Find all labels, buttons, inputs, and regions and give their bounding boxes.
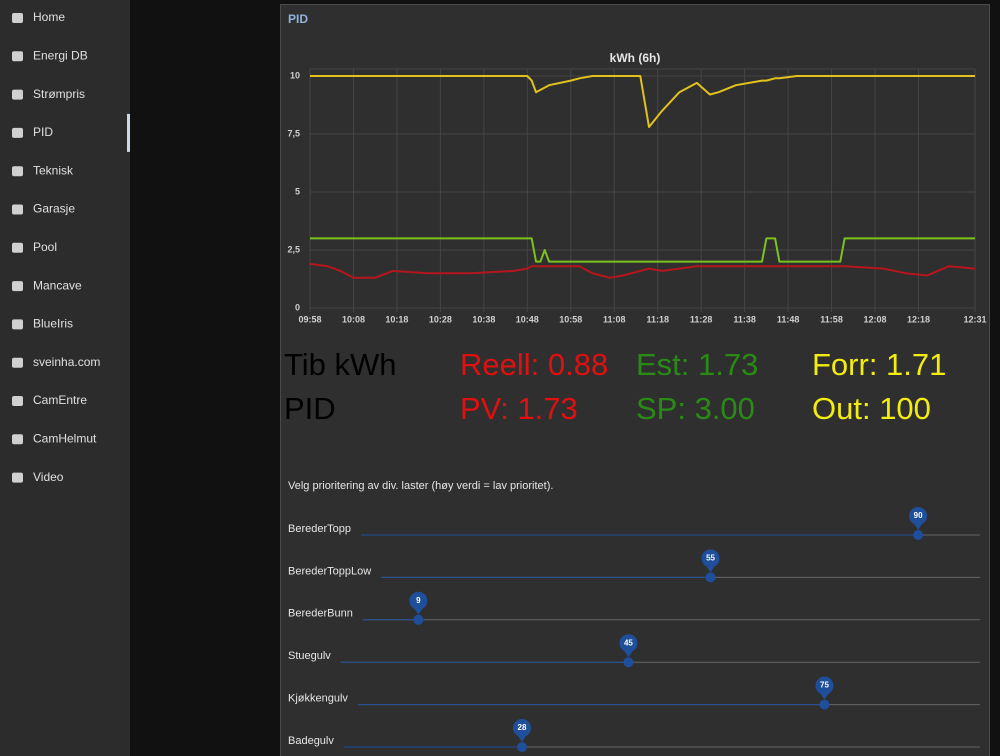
y-tick-label: 0 (295, 302, 300, 312)
menu-label: Strømpris (33, 87, 85, 101)
slider-value: 45 (624, 638, 633, 647)
menu-icon (12, 357, 23, 368)
x-tick-label: 11:08 (603, 314, 626, 324)
slider-value: 9 (416, 596, 421, 605)
x-tick-label: 11:48 (777, 314, 800, 324)
menu-label: CamHelmut (33, 431, 97, 445)
slider-pin-head (815, 676, 834, 695)
y-tick-label: 5 (295, 186, 300, 196)
x-tick-label: 11:38 (733, 314, 756, 324)
menu-label: Teknisk (33, 163, 74, 177)
menu-label: BlueIris (33, 317, 73, 331)
menu-icon (12, 89, 23, 100)
series-line (310, 75, 975, 128)
menu-icon (12, 434, 23, 445)
menu-label: Mancave (33, 278, 82, 292)
slider-value: 90 (914, 511, 923, 520)
menu-icon (12, 127, 23, 138)
slider-pin-head (512, 719, 531, 737)
slider-thumb[interactable] (516, 742, 527, 752)
slider-thumb[interactable] (623, 657, 634, 668)
series-line (309, 262, 976, 279)
menu-icon (12, 166, 23, 177)
readout: Reell: 0.88 (460, 347, 608, 382)
menu-icon (12, 51, 23, 62)
chart-title: kWh (6h) (610, 51, 661, 65)
x-tick-label: 11:18 (646, 314, 669, 324)
menu-label: Energi DB (33, 48, 88, 62)
slider-label: BerederTopp (288, 523, 351, 535)
slider-label: Badegulv (288, 735, 334, 747)
x-tick-label: 11:28 (690, 314, 713, 324)
slider-value: 75 (820, 681, 829, 690)
menu-label: Video (33, 470, 64, 484)
x-tick-label: 10:58 (559, 314, 582, 324)
slider-value: 55 (706, 554, 715, 563)
slider-pin-head (619, 634, 638, 653)
menu-label: CamEntre (33, 393, 87, 407)
x-tick-label: 10:38 (472, 314, 495, 324)
series-line (310, 237, 975, 263)
menu-icon (12, 13, 23, 23)
readout: PID (284, 391, 336, 426)
slider-instructions: Velg prioritering av div. laster (høy ve… (288, 480, 553, 492)
readout: PV: 1.73 (460, 391, 578, 426)
active-indicator (127, 113, 130, 152)
x-tick-label: 12:31 (963, 314, 986, 324)
readout: Out: 100 (812, 391, 931, 426)
slider-thumb[interactable] (913, 530, 924, 540)
menu-label: PID (33, 125, 53, 139)
readout: SP: 3.00 (636, 391, 755, 426)
slider-thumb[interactable] (819, 699, 830, 710)
menu-icon (12, 281, 23, 292)
menu-icon (12, 319, 23, 330)
menu-label: sveinha.com (33, 355, 100, 369)
y-tick-label: 7,5 (287, 128, 300, 138)
x-tick-label: 09:58 (298, 314, 321, 324)
slider-label: Stuegulv (288, 650, 331, 662)
menu-label: Garasje (33, 202, 75, 216)
y-tick-label: 2,5 (287, 244, 300, 254)
x-tick-label: 12:18 (907, 314, 930, 324)
panel-title: PID (288, 12, 308, 26)
slider-pin-head (909, 507, 928, 525)
x-tick-label: 11:58 (820, 314, 843, 324)
readout: Tib kWh (284, 347, 397, 382)
slider-thumb[interactable] (705, 572, 716, 583)
x-tick-label: 10:28 (429, 314, 452, 324)
menu-label: Pool (33, 240, 57, 254)
menu-icon (12, 472, 23, 483)
slider-pin-head (701, 549, 720, 568)
readout: Forr: 1.71 (812, 347, 946, 382)
x-tick-label: 10:08 (342, 314, 365, 324)
menu-icon (12, 204, 23, 215)
slider-value: 28 (518, 723, 527, 732)
slider-label: Kjøkkengulv (288, 693, 348, 705)
menu-icon (12, 396, 23, 406)
x-tick-label: 10:48 (516, 314, 539, 324)
menu-icon (12, 242, 23, 253)
x-tick-label: 10:18 (385, 314, 408, 324)
slider-label: BerederBunn (288, 608, 353, 620)
slider-pin-head (409, 591, 428, 610)
readout: Est: 1.73 (636, 347, 758, 382)
y-tick-label: 10 (290, 70, 300, 80)
x-tick-label: 12:08 (864, 314, 887, 324)
slider-label: BerederToppLow (288, 565, 371, 577)
sidebar (0, 0, 130, 756)
panel (280, 4, 990, 756)
slider-thumb[interactable] (413, 614, 424, 625)
menu-label: Home (33, 10, 65, 24)
